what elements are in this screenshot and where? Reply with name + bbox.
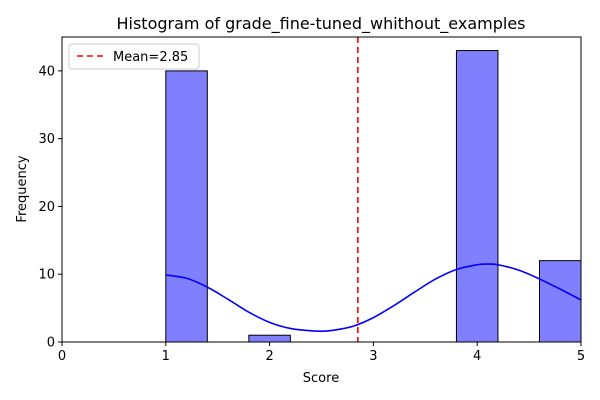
x-tick-label-2: 2 [265, 349, 273, 364]
y-tick-label-1: 10 [38, 268, 55, 283]
x-tick-label-5: 5 [577, 349, 585, 364]
x-tick-label-1: 1 [162, 349, 170, 364]
legend: Mean=2.85 [68, 43, 200, 70]
kde-curve [165, 263, 582, 332]
y-tick-label-4: 40 [38, 64, 55, 79]
legend-label-mean: Mean=2.85 [113, 50, 188, 65]
x-tick-label-4: 4 [473, 349, 481, 364]
y-axis-label: Frequency [15, 155, 30, 222]
chart-title: Histogram of grade_fine-tuned_whithout_e… [116, 14, 525, 34]
histogram-bars [165, 50, 582, 343]
y-axis-ticks: 0 10 20 30 40 [38, 64, 62, 351]
x-axis-ticks: 0 1 2 3 4 5 [58, 342, 585, 364]
histogram-bar-2 [248, 334, 291, 343]
plot-frame [61, 36, 582, 343]
x-axis-label: Score [303, 371, 339, 386]
y-tick-label-0: 0 [47, 336, 55, 351]
y-tick-label-2: 20 [38, 200, 55, 215]
legend-box [68, 43, 200, 70]
histogram-bar-7 [455, 50, 499, 343]
y-tick-label-3: 30 [38, 132, 55, 147]
histogram-bar-9 [538, 260, 582, 343]
histogram-bar-0 [165, 70, 208, 343]
x-tick-label-3: 3 [369, 349, 377, 364]
x-tick-label-0: 0 [58, 349, 66, 364]
